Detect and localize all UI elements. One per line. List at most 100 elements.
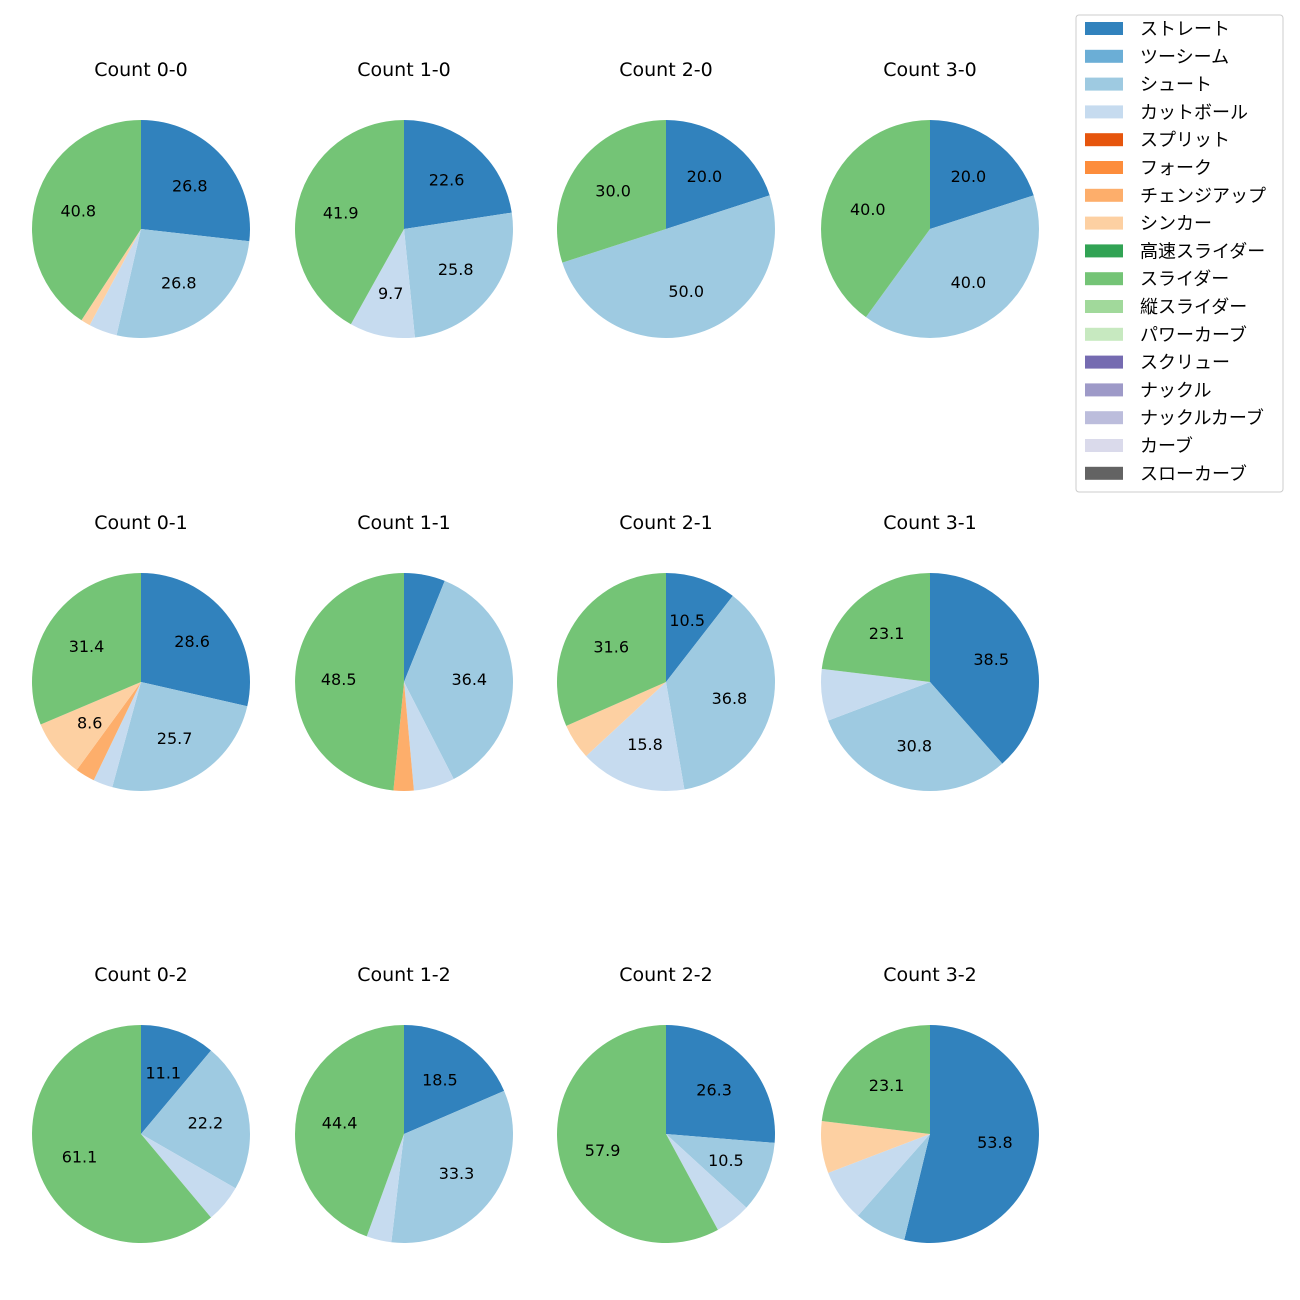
pie-slice — [556, 119, 666, 263]
pie-slice — [666, 120, 770, 229]
legend-entry: スライダー — [1085, 269, 1229, 290]
pie-slice — [295, 573, 404, 791]
pie-slice — [857, 1134, 930, 1240]
slice-percent-label: 23.1 — [869, 1076, 905, 1095]
pie-slice — [404, 120, 512, 229]
pie-slice — [404, 1025, 505, 1134]
pie-count-1-1: Count 1-1 36.4 48.5 — [295, 512, 514, 791]
slice-percent-label: 11.1 — [145, 1064, 181, 1083]
legend-swatch — [1085, 300, 1123, 313]
pie-title: Count 2-0 — [619, 59, 713, 81]
slice-percent-label: 20.0 — [687, 167, 723, 186]
legend-swatch — [1085, 327, 1123, 341]
pie-slice — [89, 229, 141, 336]
legend-label: 高速スライダー — [1140, 241, 1265, 262]
slice-percent-label: 10.5 — [708, 1151, 744, 1170]
pie-count-2-0: Count 2-0 20.0 50.0 30.0 — [556, 59, 775, 338]
slice-percent-label: 31.6 — [593, 637, 629, 656]
slice-percent-label: 31.4 — [69, 637, 105, 656]
pie-title: Count 2-1 — [619, 512, 713, 534]
pie-slice — [586, 682, 685, 792]
legend-label: シンカー — [1140, 214, 1212, 235]
legend-entry: 縦スライダー — [1085, 297, 1247, 318]
legend-label: スクリュー — [1140, 353, 1230, 374]
legend-swatch — [1085, 411, 1123, 425]
pie-slice — [391, 1090, 514, 1243]
slice-percent-label: 25.7 — [157, 729, 193, 748]
legend-entry: カットボール — [1085, 102, 1248, 123]
legend-entry: パワーカーブ — [1085, 324, 1247, 346]
pie-slice — [76, 682, 141, 781]
slice-percent-label: 9.7 — [378, 284, 403, 303]
slice-percent-label: 25.8 — [438, 260, 474, 279]
legend-swatch — [1085, 272, 1123, 286]
pie-count-2-1: Count 2-1 10.5 36.8 15.8 31.6 — [556, 512, 776, 792]
pie-slice — [141, 572, 251, 707]
pie-title: Count 3-2 — [883, 964, 977, 986]
pie-count-1-0: Count 1-0 22.6 25.8 9.7 41.9 — [294, 59, 513, 339]
slice-percent-label: 40.0 — [850, 200, 886, 219]
legend-label: チェンジアップ — [1140, 186, 1266, 207]
slice-percent-label: 57.9 — [585, 1141, 621, 1160]
legend-swatch — [1085, 22, 1123, 35]
pie-count-3-2: Count 3-2 53.8 23.1 — [821, 964, 1039, 1243]
pie-slice — [562, 195, 775, 338]
pie-title: Count 1-0 — [357, 59, 451, 81]
legend-swatch — [1085, 216, 1123, 230]
legend-swatch — [1085, 188, 1123, 202]
legend-entry: シンカー — [1085, 214, 1212, 235]
slice-percent-label: 44.4 — [322, 1114, 358, 1133]
pie-count-3-1: Count 3-1 38.5 30.8 23.1 — [820, 512, 1040, 792]
pie-slice — [828, 682, 1003, 792]
legend-label: ナックルカーブ — [1140, 407, 1264, 429]
pie-slice — [828, 1134, 930, 1216]
slice-percent-label: 26.3 — [696, 1081, 732, 1100]
legend-swatch — [1085, 133, 1123, 147]
legend-entry: ツーシーム — [1085, 47, 1229, 68]
pie-slice — [141, 120, 250, 242]
pies-layer: Count 0-0 26.8 26.8 40.8 Count 1-0 22.6 25.8 9.… — [31, 59, 1040, 1243]
legend-swatch — [1085, 244, 1123, 258]
pie-slice — [930, 120, 1034, 229]
legend-label: カットボール — [1140, 102, 1248, 123]
legend-label: シュート — [1140, 75, 1212, 96]
legend-label: ツーシーム — [1140, 47, 1229, 68]
legend-label: スプリット — [1140, 130, 1230, 151]
slice-percent-label: 30.0 — [595, 182, 631, 201]
slice-percent-label: 26.8 — [172, 176, 208, 195]
pie-title: Count 2-2 — [619, 964, 713, 986]
legend-swatch — [1085, 355, 1123, 369]
legend-items: ストレートツーシームシュートカットボールスプリットフォークチェンジアップシンカー… — [1085, 19, 1266, 485]
pie-slice — [93, 682, 141, 788]
legend-entry: ナックル — [1085, 380, 1211, 401]
pie-title: Count 0-2 — [94, 964, 188, 986]
pie-count-2-2: Count 2-2 26.3 10.5 57.9 — [557, 964, 776, 1243]
pie-slice — [141, 1134, 236, 1218]
pie-slice — [821, 1025, 930, 1134]
slice-percent-label: 15.8 — [627, 735, 663, 754]
pie-slice — [566, 682, 666, 757]
legend-label: ストレート — [1140, 19, 1230, 40]
legend-entry: フォーク — [1085, 158, 1212, 179]
slice-percent-label: 41.9 — [323, 204, 359, 223]
pie-count-1-2: Count 1-2 18.5 33.3 44.4 — [294, 964, 514, 1243]
slice-percent-label: 36.8 — [712, 689, 748, 708]
pie-slice — [930, 573, 1040, 764]
slice-percent-label: 18.5 — [422, 1070, 458, 1089]
legend-swatch — [1085, 383, 1123, 397]
pie-slice — [904, 1025, 1039, 1243]
legend-label: パワーカーブ — [1140, 324, 1247, 346]
slice-percent-label: 22.6 — [429, 170, 465, 189]
slice-percent-label: 23.1 — [869, 624, 905, 643]
slice-percent-label: 40.8 — [60, 201, 96, 220]
slice-percent-label: 28.6 — [174, 632, 210, 651]
legend-swatch — [1085, 49, 1123, 63]
legend-label: スライダー — [1140, 269, 1229, 290]
legend-entry: 高速スライダー — [1085, 241, 1265, 262]
pie-slice — [666, 1134, 747, 1230]
legend-label: カーブ — [1140, 435, 1193, 457]
pie-slice — [40, 682, 141, 771]
slice-percent-label: 8.6 — [77, 714, 102, 733]
legend-entry: ナックルカーブ — [1085, 407, 1264, 429]
